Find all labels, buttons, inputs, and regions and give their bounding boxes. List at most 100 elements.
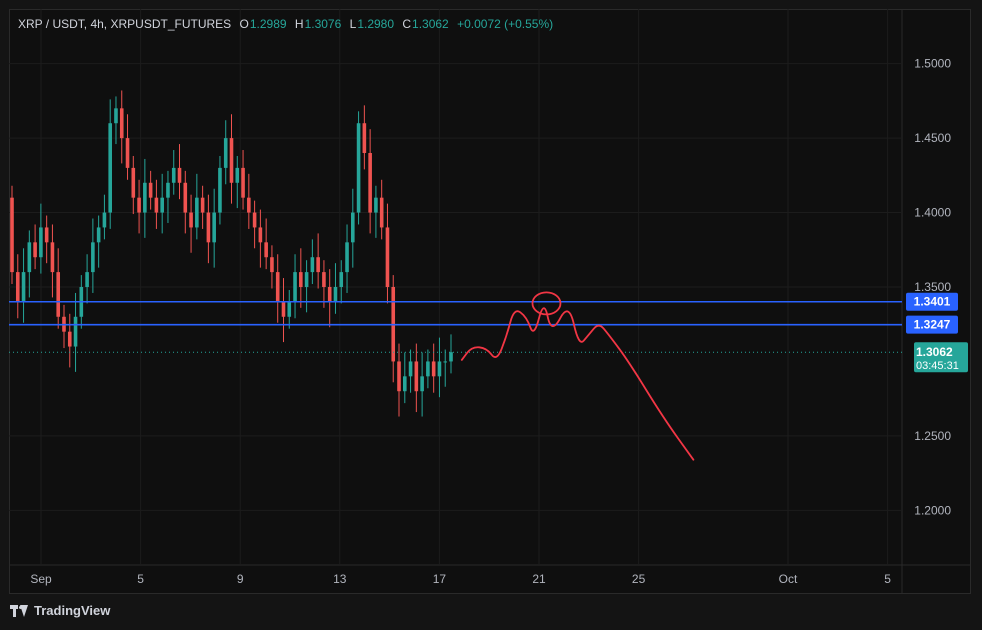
candle-body bbox=[287, 301, 292, 317]
level-price-tag bbox=[906, 315, 958, 334]
candle-body bbox=[102, 212, 107, 228]
candle-body bbox=[229, 138, 234, 183]
candle-body bbox=[379, 197, 384, 228]
candle-body bbox=[195, 197, 199, 228]
candle-body bbox=[443, 361, 448, 363]
candle-body bbox=[160, 197, 164, 213]
candle-body bbox=[437, 361, 442, 377]
candle-body bbox=[218, 167, 222, 213]
level-price-label: 1.3401 bbox=[914, 295, 951, 309]
candle-body bbox=[119, 108, 124, 139]
candle-body bbox=[143, 182, 147, 213]
x-tick-label: 25 bbox=[632, 572, 646, 586]
level-price-label: 1.3247 bbox=[914, 318, 951, 332]
x-tick-label: 17 bbox=[433, 572, 447, 586]
open-label: O bbox=[239, 17, 249, 31]
candle-body bbox=[154, 197, 159, 213]
candle-body bbox=[189, 212, 193, 228]
candle-body bbox=[91, 242, 95, 273]
candle-body bbox=[10, 197, 14, 273]
candle-body bbox=[333, 287, 338, 302]
candle-body bbox=[50, 242, 55, 273]
candle-body bbox=[27, 242, 32, 273]
candle-body bbox=[223, 138, 228, 168]
y-tick-label: 1.5000 bbox=[914, 57, 951, 71]
candle-body bbox=[304, 272, 309, 287]
low-label: L bbox=[349, 17, 357, 31]
candle-body bbox=[39, 227, 43, 258]
candle-body bbox=[247, 197, 251, 213]
tradingview-branding[interactable]: TradingView bbox=[10, 603, 110, 618]
open-value: 1.2989 bbox=[249, 17, 287, 31]
candle-body bbox=[183, 182, 188, 213]
candle-body bbox=[385, 227, 390, 287]
close-value: 1.3062 bbox=[412, 17, 449, 31]
candle-body bbox=[299, 272, 303, 287]
candle-body bbox=[402, 376, 407, 392]
candle-body bbox=[362, 123, 367, 153]
highlight-circle bbox=[531, 291, 562, 316]
change-value: +0.0072 (+0.55%) bbox=[457, 17, 554, 31]
candle-body bbox=[200, 197, 205, 213]
high-label: H bbox=[294, 17, 304, 31]
brand-name: TradingView bbox=[34, 603, 111, 618]
candle-body bbox=[270, 257, 274, 273]
candle-body bbox=[264, 242, 268, 258]
candle-body bbox=[339, 272, 344, 287]
candle-body bbox=[426, 361, 430, 377]
candle-body bbox=[56, 272, 61, 317]
candle-body bbox=[33, 242, 37, 258]
tradingview-logo-icon bbox=[10, 604, 28, 617]
x-tick-label: Oct bbox=[779, 572, 798, 586]
countdown-label: 03:45:31 bbox=[916, 360, 959, 372]
candle-body bbox=[310, 257, 315, 273]
candle-body bbox=[212, 212, 216, 243]
candle-body bbox=[131, 167, 136, 198]
candle-body bbox=[15, 272, 20, 302]
candle-body bbox=[241, 167, 245, 198]
candle-body bbox=[368, 153, 372, 213]
candle-body bbox=[67, 331, 72, 347]
candle-body bbox=[275, 272, 280, 302]
candles bbox=[10, 90, 453, 417]
x-tick-label: 5 bbox=[137, 572, 144, 586]
candle-body bbox=[281, 301, 286, 317]
candle-body bbox=[420, 376, 424, 392]
candle-body bbox=[125, 138, 130, 168]
candle-body bbox=[171, 167, 176, 183]
candle-body bbox=[414, 361, 419, 392]
projection-path bbox=[460, 307, 695, 461]
candle-body bbox=[327, 287, 332, 302]
x-tick-label: 21 bbox=[532, 572, 546, 586]
candle-body bbox=[137, 197, 141, 213]
time-axis: Sep 5 9 13 17 21 25 Oct 5 bbox=[30, 572, 891, 586]
x-tick-label: 13 bbox=[333, 572, 347, 586]
horizontal-levels bbox=[9, 300, 902, 353]
x-tick-label: 9 bbox=[237, 572, 244, 586]
candle-body bbox=[108, 123, 112, 213]
y-tick-label: 1.4000 bbox=[914, 206, 951, 220]
symbol-info-bar: XRP / USDT, 4h, XRPUSDT_FUTURES O1.2989 … bbox=[18, 17, 554, 31]
current-price-tag bbox=[914, 342, 968, 373]
candle-body bbox=[431, 361, 436, 377]
low-value: 1.2980 bbox=[357, 17, 395, 31]
candle-body bbox=[96, 227, 101, 243]
symbol-title[interactable]: XRP / USDT, 4h, XRPUSDT_FUTURES bbox=[18, 17, 232, 31]
candle-body bbox=[408, 361, 413, 377]
current-price-label: 1.3062 bbox=[916, 345, 953, 359]
candle-body bbox=[73, 316, 78, 347]
chart-canvas[interactable]: 1.5000 1.4500 1.4000 1.3500 1.2500 1.2000 1.34… bbox=[9, 9, 971, 594]
candle-body bbox=[293, 272, 297, 302]
level-price-tag bbox=[906, 292, 958, 311]
y-tick-label: 1.2500 bbox=[914, 429, 951, 443]
candle-body bbox=[166, 182, 170, 198]
candle-body bbox=[345, 242, 349, 273]
candle-body bbox=[397, 361, 401, 392]
candle-body bbox=[114, 108, 118, 124]
candle-body bbox=[177, 167, 182, 183]
candle-body bbox=[374, 197, 378, 213]
y-tick-label: 1.3500 bbox=[914, 280, 951, 294]
x-tick-label: Sep bbox=[30, 572, 52, 586]
projection-drawing bbox=[460, 291, 695, 461]
candle-body bbox=[21, 272, 26, 302]
